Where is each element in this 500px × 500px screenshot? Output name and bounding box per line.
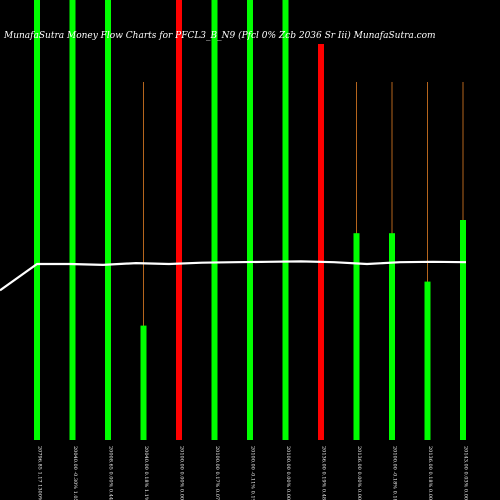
x-tick-label: 20143.00 0.03% 0.00% <box>463 446 469 500</box>
x-tick-label: 20136.00 0.18% 0.00% <box>427 446 433 500</box>
bar <box>105 0 111 440</box>
x-tick-labels: 20796.85 1.17 1300% 20040.00 -0.30% 1.05%… <box>37 446 469 500</box>
bar <box>282 0 289 440</box>
x-tick-label: 20040.00 -0.30% 1.05% <box>72 446 78 500</box>
x-tick-label: 20796.85 1.17 1300% <box>37 446 43 500</box>
bar <box>353 233 360 440</box>
x-tick-label: 20100.00 0.00% 0.00% <box>285 446 291 500</box>
bar <box>460 220 466 440</box>
price-line-group <box>0 260 467 292</box>
x-tick-label: 20008.65 0.00% 0.44% <box>108 446 114 500</box>
bar <box>140 325 147 440</box>
x-tick-label: 20136.00 0.19% 0.48% <box>321 446 327 500</box>
bar <box>424 281 431 440</box>
bar <box>176 0 182 440</box>
bar <box>69 0 76 440</box>
x-tick-label: 20100.00 -0.11% 0.1% <box>250 446 256 500</box>
x-tick-label: 20100.00 0.00% 0.00% <box>179 446 185 500</box>
bar <box>318 44 324 440</box>
x-tick-label: 20100.00 -0.18% 0.18% <box>392 446 398 500</box>
bar <box>247 0 253 440</box>
bar <box>211 0 218 440</box>
x-tick-label: 20136.00 0.00% 0.00% <box>356 446 362 500</box>
price-line <box>0 260 467 292</box>
bars <box>34 0 466 440</box>
x-tick-label: 20100.00 0.17% 0.07% <box>214 446 220 500</box>
x-tick-label: 20040.00 0.18% 1.1% <box>143 446 149 500</box>
chart-title: MunafaSutra Money Flow Charts for PFCL3_… <box>3 30 436 41</box>
bar <box>389 233 395 440</box>
bar <box>34 0 40 440</box>
